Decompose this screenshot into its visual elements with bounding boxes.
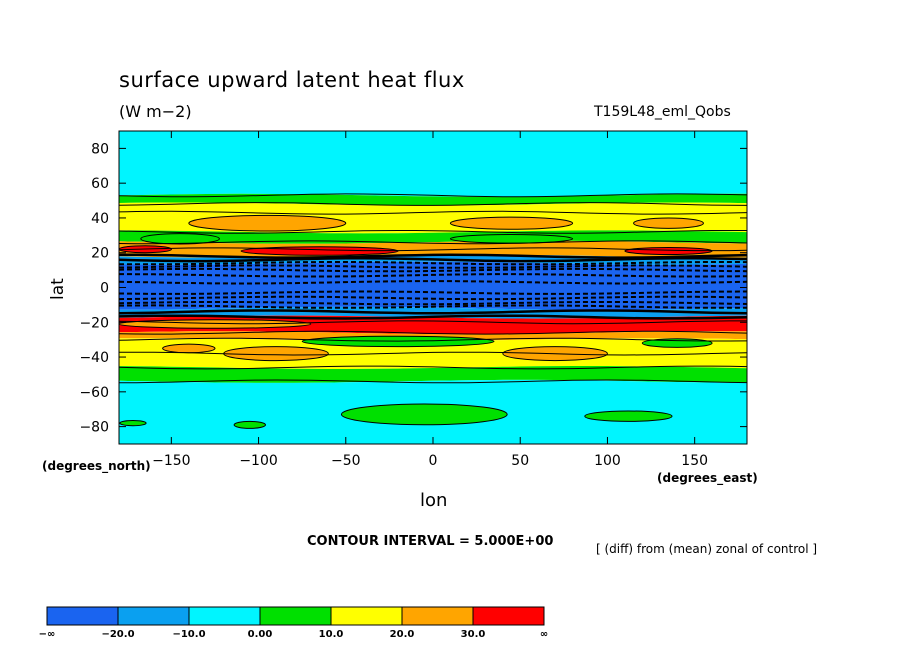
contour-line-solid-14 [119,365,747,370]
colorbar-label-5: 20.0 [390,629,415,640]
colorbar-swatch-4 [330,606,403,626]
lat-band-6 [119,261,747,310]
contour-line-dashed-7 [119,301,747,306]
run-label: T159L48_eml_Qobs [594,104,731,120]
contour-line-dashed-6 [119,295,747,301]
contour-patch-16 [119,420,147,427]
colorbar-label-3: 0.00 [248,629,273,640]
lat-band-3 [119,230,747,244]
colorbar-swatch-1 [117,606,190,626]
contour-patch-1 [449,216,574,230]
contour-patch-11 [223,346,329,362]
contour-line-solid-1 [119,202,747,206]
contour-line-solid-10 [119,320,747,325]
y-tick-label-6: −40 [79,350,109,366]
contour-patch-13 [162,343,216,354]
x-tick-label-4: 50 [511,453,529,469]
x-units-label: (degrees_east) [657,471,758,485]
contour-line-solid-8 [119,309,747,315]
contour-line-solid-0 [119,193,747,198]
y-tick-label-4: 0 [100,281,109,297]
lat-band-0 [119,131,747,197]
x-tick-label-1: −100 [239,453,277,469]
colorbar-swatch-3 [259,606,332,626]
colorbar-swatch-0 [46,606,119,626]
y-tick-label-2: 40 [91,211,109,227]
contour-line-solid-4 [119,240,747,245]
x-tick-label-2: −50 [331,453,361,469]
contour-line-solid-6 [119,253,747,259]
chart-units: (W m−2) [119,102,192,121]
contour-line-solid-11 [119,330,747,335]
contour-line-dashed-1 [119,264,747,269]
y-tick-label-0: 80 [91,141,109,157]
contour-line-solid-13 [119,351,747,356]
colorbar-label-6: 30.0 [461,629,486,640]
colorbar-swatch-5 [401,606,474,626]
chart-title: surface upward latent heat flux [119,68,465,92]
contour-line-solid-2 [119,210,747,215]
colorbar-label-1: −20.0 [101,629,134,640]
colorbar-swatch-6 [472,606,545,626]
diff-note: [ (diff) from (mean) zonal of control ] [596,542,818,556]
x-axis-label: lon [420,490,448,511]
contour-line-dashed-2 [119,267,747,273]
contour-line-solid-5 [119,247,747,252]
contour-line-dashed-3 [119,273,747,278]
lat-band-11 [119,366,747,383]
colorbar-label-7: ∞ [540,629,548,640]
contour-patch-0 [188,214,347,232]
contour-line-solid-12 [119,337,747,342]
contour-line-dashed-0 [119,261,747,266]
contour-patch-14 [340,403,508,426]
x-tick-label-0: −150 [152,453,190,469]
y-tick-label-7: −60 [79,385,109,401]
contour-patch-3 [140,233,220,245]
contour-line-solid-3 [119,230,747,234]
y-units-label: (degrees_north) [42,459,151,473]
x-tick-label-3: 0 [429,453,438,469]
contour-line-solid-9 [119,314,747,320]
y-tick-label-8: −80 [79,420,109,436]
plot-area [119,131,747,444]
colorbar-label-4: 10.0 [319,629,344,640]
x-tick-label-5: 100 [594,453,621,469]
y-tick-label-5: −20 [79,315,109,331]
lat-band-10 [119,338,747,369]
contour-patch-4 [449,234,574,244]
colorbar-swatch-2 [188,606,261,626]
contour-patch-8 [119,319,312,329]
y-tick-label-3: 20 [91,246,109,262]
contour-patch-17 [233,420,267,429]
contour-interval-text: CONTOUR INTERVAL = 5.000E+00 [307,534,554,549]
y-tick-label-1: 60 [91,176,109,192]
contour-patch-15 [584,410,673,422]
x-tick-label-6: 150 [681,453,708,469]
contour-line-solid-15 [119,379,747,384]
contour-line-dashed-5 [119,290,747,295]
contour-line-dashed-8 [119,304,747,309]
colorbar-label-2: −10.0 [172,629,205,640]
colorbar-label-0: −∞ [39,629,56,640]
contour-line-solid-7 [119,257,747,263]
contour-line-dashed-4 [119,280,747,285]
contour-patch-2 [633,217,704,229]
